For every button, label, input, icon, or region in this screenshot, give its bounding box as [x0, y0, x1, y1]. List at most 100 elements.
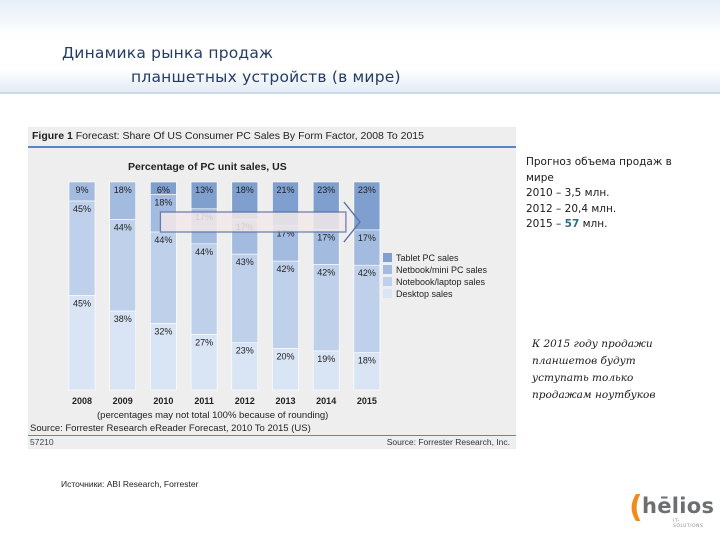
bar-desktop-2012 — [231, 342, 259, 391]
logo-bracket-icon: ( — [629, 490, 643, 525]
data-label-1-2011: 44% — [195, 247, 213, 257]
tablet-note: К 2015 году продажи планшетов будут усту… — [532, 336, 702, 404]
figure-source-note: Source: Forrester Research eReader Forec… — [30, 423, 311, 434]
growth-arrow-body — [159, 211, 347, 233]
figure-top-rule — [28, 146, 516, 148]
data-label-3-2014: 23% — [317, 185, 335, 195]
x-tick-2013: 2013 — [275, 396, 295, 406]
figure-caption-label: Figure 1 — [32, 130, 73, 142]
forecast-text: Прогноз объема продаж в мире 2010 – 3,5 … — [526, 155, 706, 233]
data-label-0-2012: 23% — [236, 346, 254, 356]
growth-arrow-head — [343, 201, 361, 243]
figure-caption: Figure 1 Forecast: Share Of US Consumer … — [32, 130, 424, 142]
bar-desktop-2013 — [272, 348, 299, 391]
data-label-1-2014: 42% — [317, 267, 335, 277]
logo-tagline: IT-SOLUTIONS — [673, 519, 704, 529]
data-label-2-2014: 17% — [317, 232, 335, 242]
bar-netbookmini-2015 — [353, 229, 381, 266]
x-tick-2014: 2014 — [316, 396, 336, 406]
bar-desktop-2008 — [68, 295, 96, 391]
x-tick-2009: 2009 — [113, 396, 133, 406]
forecast-line-5-suffix: млн. — [579, 218, 608, 230]
data-label-1-2008: 45% — [73, 204, 91, 214]
data-label-2-2009: 18% — [114, 185, 132, 195]
forecast-line-4: 2012 – 20,4 млн. — [526, 202, 617, 215]
data-label-3-2013: 21% — [276, 185, 294, 195]
bar-notebooklaptop-2013 — [272, 260, 299, 349]
data-label-0-2009: 38% — [114, 314, 132, 324]
bar-notebooklaptop-2014 — [312, 264, 340, 352]
data-label-1-2010: 44% — [154, 235, 172, 245]
note-line-3: уступать только — [532, 372, 634, 384]
data-label-0-2014: 19% — [317, 354, 335, 364]
bar-notebooklaptop-2015 — [353, 264, 381, 353]
bar-netbookmini-2008 — [68, 181, 96, 202]
bar-tablet-2011 — [190, 181, 218, 210]
data-label-1-2013: 42% — [276, 264, 294, 274]
data-label-0-2008: 45% — [73, 298, 91, 308]
figure-bottom-rule — [28, 435, 516, 436]
forecast-line-5: 2015 – 57 млн. — [526, 217, 706, 233]
x-tick-2012: 2012 — [235, 396, 255, 406]
helios-logo: ( hēlios IT-SOLUTIONS — [629, 490, 714, 532]
data-label-0-2013: 20% — [276, 351, 294, 361]
bar-tablet-2015 — [353, 181, 381, 231]
bar-notebooklaptop-2009 — [109, 219, 136, 312]
legend-swatch-0 — [383, 253, 392, 262]
data-label-1-2012: 43% — [236, 257, 254, 267]
legend-swatch-1 — [383, 265, 392, 274]
note-line-1: К 2015 году продажи — [532, 338, 653, 350]
bar-notebooklaptop-2011 — [190, 243, 218, 335]
legend-label-1: Netbook/mini PC sales — [396, 265, 488, 275]
forecast-line-2: мире — [526, 171, 554, 184]
data-label-0-2011: 27% — [195, 337, 213, 347]
bar-notebooklaptop-2008 — [68, 200, 96, 296]
forecast-line-5-prefix: 2015 – — [526, 218, 565, 230]
slide-title-line1: Динамика рынка продаж — [62, 44, 274, 62]
data-label-3-2010: 6% — [157, 185, 170, 195]
x-tick-2010: 2010 — [153, 396, 173, 406]
data-label-0-2015: 18% — [358, 356, 376, 366]
sources-text: Источники: ABI Research, Forrester — [61, 479, 199, 489]
figure-id: 57210 — [30, 437, 54, 447]
data-label-0-2010: 32% — [154, 326, 172, 336]
data-label-2-2008: 9% — [75, 185, 88, 195]
bar-desktop-2015 — [353, 352, 381, 391]
slide-title-line2: планшетных устройств (в мире) — [131, 68, 401, 86]
x-tick-2015: 2015 — [357, 396, 377, 406]
data-label-3-2015: 23% — [358, 185, 376, 195]
data-label-3-2011: 13% — [195, 185, 213, 195]
stacked-bar-chart: Percentage of PC unit sales, US 45% 45% 9% 2… — [68, 161, 488, 421]
bar-desktop-2011 — [190, 334, 218, 391]
bar-netbookmini-2014 — [312, 229, 340, 265]
bar-desktop-2010 — [150, 323, 177, 391]
legend-label-2: Notebook/laptop sales — [396, 277, 486, 287]
legend-swatch-2 — [383, 277, 392, 286]
chart-footnote: (percentages may not total 100% because … — [97, 410, 328, 421]
data-label-3-2012: 18% — [236, 185, 254, 195]
legend-label-3: Desktop sales — [396, 289, 453, 299]
bar-desktop-2014 — [312, 350, 340, 391]
data-label-1-2015: 42% — [358, 268, 376, 278]
x-tick-2008: 2008 — [72, 396, 92, 406]
figure-caption-text: Forecast: Share Of US Consumer PC Sales … — [72, 130, 424, 142]
data-label-2-2015: 17% — [358, 233, 376, 243]
bar-notebooklaptop-2012 — [231, 253, 259, 343]
forecast-figure: Figure 1 Forecast: Share Of US Consumer … — [28, 127, 516, 449]
bar-tablet-2010 — [150, 181, 177, 195]
bar-netbookmini-2009 — [109, 181, 136, 220]
forecast-line-1: Прогноз объема продаж в — [526, 156, 672, 168]
bar-notebooklaptop-2010 — [150, 231, 177, 324]
header-band — [0, 0, 720, 92]
forecast-highlight-value: 57 — [564, 218, 580, 230]
note-line-4: продажам ноутбуков — [532, 389, 656, 401]
data-label-2-2013: 17% — [276, 229, 294, 239]
chart-title: Percentage of PC unit sales, US — [128, 161, 287, 173]
logo-name: hēlios — [642, 494, 715, 518]
x-tick-2011: 2011 — [194, 396, 214, 406]
data-label-1-2009: 44% — [114, 222, 132, 232]
legend-swatch-3 — [383, 289, 392, 298]
data-label-2-2010: 18% — [154, 197, 172, 207]
header-divider — [0, 92, 720, 94]
figure-source-right: Source: Forrester Research, Inc. — [386, 437, 510, 447]
